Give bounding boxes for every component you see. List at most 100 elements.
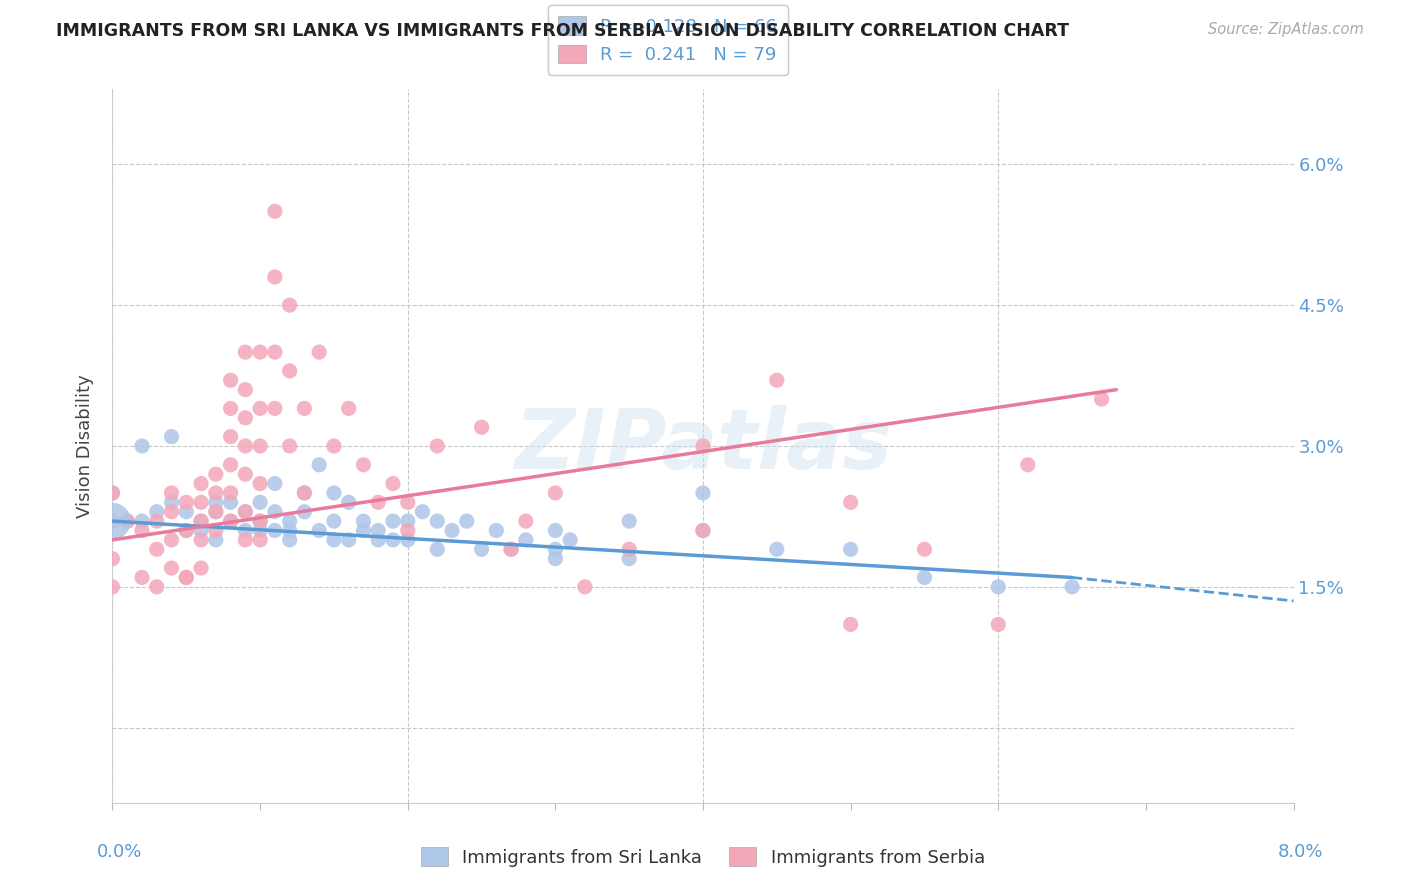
Point (412, 505, 434, 519)
Point (174, 570, 197, 584)
Point (131, 524, 153, 538)
Point (1091, 392, 1114, 406)
Point (471, 420, 494, 434)
Point (692, 486, 714, 500)
Point (146, 505, 169, 519)
Point (146, 514, 169, 528)
Point (219, 486, 242, 500)
Point (396, 533, 419, 547)
Point (278, 439, 301, 453)
Point (264, 524, 287, 538)
Point (765, 542, 787, 557)
Point (292, 486, 315, 500)
Point (619, 542, 641, 557)
Point (914, 570, 936, 584)
Point (233, 345, 256, 359)
Point (308, 458, 330, 472)
Point (441, 524, 464, 538)
Point (219, 514, 242, 528)
Point (190, 495, 212, 509)
Point (219, 514, 242, 528)
Point (278, 524, 301, 538)
Point (544, 551, 567, 566)
Point (839, 617, 862, 632)
Point (249, 533, 271, 547)
Point (382, 476, 405, 491)
Point (101, 514, 124, 528)
Point (485, 524, 508, 538)
Point (190, 476, 212, 491)
Point (292, 505, 315, 519)
Point (367, 524, 389, 538)
Point (146, 580, 169, 594)
Point (174, 495, 197, 509)
Point (131, 514, 153, 528)
Point (544, 524, 567, 538)
Point (337, 533, 360, 547)
Point (205, 505, 228, 519)
Point (264, 401, 287, 416)
Point (160, 429, 183, 443)
Point (278, 364, 301, 378)
Point (574, 580, 596, 594)
Point (101, 486, 124, 500)
Point (160, 533, 183, 547)
Point (396, 524, 419, 538)
Point (233, 439, 256, 453)
Point (264, 476, 287, 491)
Point (160, 495, 183, 509)
Point (205, 495, 228, 509)
Point (101, 486, 124, 500)
Point (323, 533, 346, 547)
Point (308, 345, 330, 359)
Point (692, 439, 714, 453)
Point (987, 580, 1010, 594)
Point (337, 495, 360, 509)
Point (839, 542, 862, 557)
Point (233, 524, 256, 538)
Point (233, 505, 256, 519)
Point (987, 617, 1010, 632)
Point (456, 514, 478, 528)
Point (249, 495, 271, 509)
Point (190, 524, 212, 538)
Point (249, 345, 271, 359)
Point (337, 401, 360, 416)
Point (219, 373, 242, 387)
Point (249, 401, 271, 416)
Text: ZIPatlas: ZIPatlas (515, 406, 891, 486)
Point (544, 542, 567, 557)
Point (249, 514, 271, 528)
Point (560, 533, 582, 547)
Point (131, 570, 153, 584)
Point (233, 533, 256, 547)
Point (264, 345, 287, 359)
Point (352, 514, 374, 528)
Point (101, 514, 124, 528)
Point (426, 514, 449, 528)
Point (692, 524, 714, 538)
Point (101, 551, 124, 566)
Point (426, 439, 449, 453)
Point (233, 410, 256, 425)
Text: IMMIGRANTS FROM SRI LANKA VS IMMIGRANTS FROM SERBIA VISION DISABILITY CORRELATIO: IMMIGRANTS FROM SRI LANKA VS IMMIGRANTS … (56, 22, 1069, 40)
Point (249, 514, 271, 528)
Point (352, 458, 374, 472)
Point (396, 514, 419, 528)
Point (1062, 580, 1084, 594)
Point (1017, 458, 1039, 472)
Point (174, 570, 197, 584)
Point (233, 505, 256, 519)
Point (219, 429, 242, 443)
Point (219, 401, 242, 416)
Point (174, 505, 197, 519)
Point (160, 505, 183, 519)
Point (765, 373, 787, 387)
Point (367, 533, 389, 547)
Point (205, 533, 228, 547)
Point (323, 439, 346, 453)
Point (323, 486, 346, 500)
Point (308, 524, 330, 538)
Point (471, 542, 494, 557)
Point (219, 458, 242, 472)
